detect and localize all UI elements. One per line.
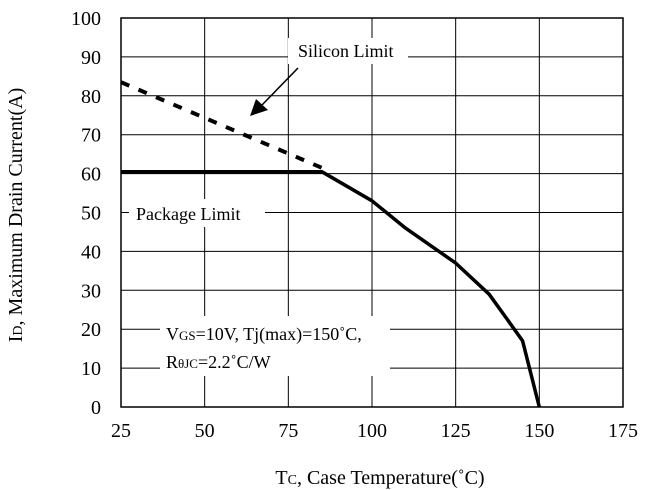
y-tick-label-80: 80	[81, 86, 101, 108]
y-tick-label-70: 70	[81, 125, 101, 147]
conditions-bg	[160, 316, 390, 376]
y-tick-label-40: 40	[81, 241, 101, 263]
x-tick-label-50: 50	[195, 420, 215, 442]
x-tick-label-25: 25	[111, 420, 131, 442]
plot-frame	[120, 17, 624, 408]
y-tick-label-30: 30	[81, 280, 101, 302]
x-tick-label-100: 100	[357, 420, 387, 442]
series-line-silicon-limit	[120, 80, 323, 170]
x-axis-label: TC, Case Temperature(˚C)	[275, 467, 484, 489]
y-tick-labels: 0 10 20 30 40 50 60 70 80 90 100	[71, 8, 101, 419]
x-tick-label-175: 175	[608, 420, 638, 442]
conditions-line2: RθJC=2.2˚C/W	[166, 352, 271, 372]
y-tick-label-100: 100	[71, 8, 101, 30]
x-tick-label-150: 150	[524, 420, 554, 442]
package-label-bg	[129, 199, 265, 227]
silicon-limit-label: Silicon Limit	[298, 41, 394, 61]
series-layer	[120, 80, 541, 408]
y-tick-label-0: 0	[91, 397, 101, 419]
silicon-limit-arrow	[261, 67, 299, 106]
arrow-head-icon	[250, 99, 268, 116]
y-axis-label: ID, Maximum Drain Current(A)	[5, 88, 27, 343]
series-line-package-limit	[121, 169, 541, 408]
x-tick-labels: 25 50 75 100 125 150 175	[111, 420, 638, 442]
x-tick-label-75: 75	[278, 420, 298, 442]
package-limit-label: Package Limit	[136, 204, 240, 224]
y-tick-label-20: 20	[81, 319, 101, 341]
y-tick-label-60: 60	[81, 164, 101, 186]
y-tick-label-10: 10	[81, 358, 101, 380]
x-tick-label-125: 125	[441, 420, 471, 442]
silicon-label-bg	[288, 38, 408, 64]
y-tick-label-90: 90	[81, 47, 101, 69]
conditions-line1: VGS=10V, Tj(max)=150˚C,	[166, 324, 362, 345]
y-tick-label-50: 50	[81, 203, 101, 225]
